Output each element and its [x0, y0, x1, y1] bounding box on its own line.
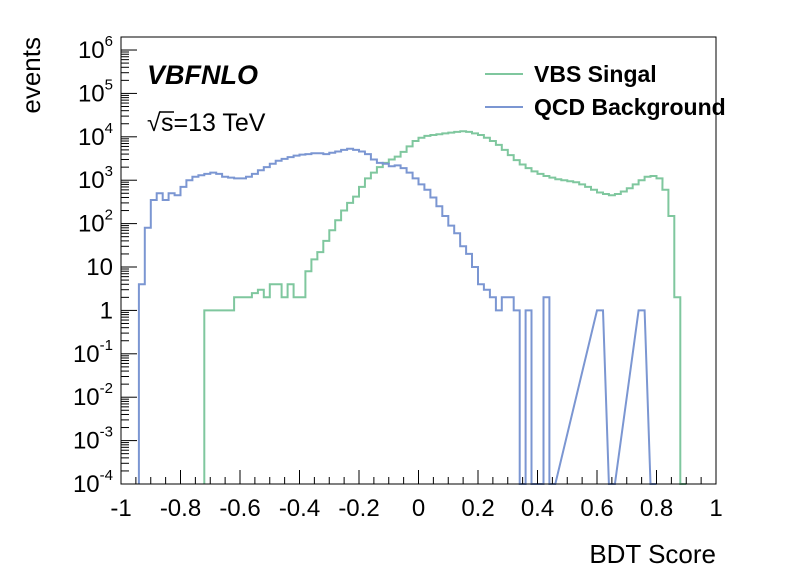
x-tick-label: -0.8 [160, 495, 201, 522]
legend-label-background: QCD Background [534, 94, 726, 120]
energy-text: s=13 TeV [161, 109, 266, 137]
series-layer [137, 130, 687, 485]
y-tick-label: 10 [86, 254, 113, 281]
x-tick-label: -1 [110, 495, 131, 522]
generator-label: VBFNLO [147, 60, 258, 90]
signal-histogram [203, 130, 687, 485]
y-axis-title: events [16, 37, 46, 114]
y-tick-label: 104 [78, 120, 113, 151]
legend-label-signal: VBS Singal [534, 61, 657, 87]
y-axis: 10-4 10-3 10-2 10-1 1 10 102 103 104 105 106 [73, 33, 137, 498]
x-tick-label: 0.4 [521, 495, 554, 522]
x-axis-title: BDT Score [589, 539, 716, 569]
legend: VBS Singal QCD Background [485, 61, 726, 120]
y-tick-label: 103 [78, 163, 113, 194]
y-tick-label: 1 [100, 297, 113, 324]
y-tick-label: 106 [78, 33, 113, 64]
x-tick-label: 0.8 [640, 495, 673, 522]
y-tick-label: 10-1 [73, 337, 113, 368]
sqrt-symbol: √ [147, 109, 161, 137]
x-tick-label: -0.4 [279, 495, 320, 522]
x-axis: -1 -0.8 -0.6 -0.4 -0.2 0 0.2 0.4 0.6 0.8 1 [110, 470, 723, 522]
energy-label: √ s=13 TeV [147, 109, 266, 137]
x-tick-label: 1 [709, 495, 722, 522]
y-tick-label: 10-3 [73, 424, 113, 455]
y-tick-label: 10-2 [73, 380, 113, 411]
x-tick-label: -0.2 [338, 495, 379, 522]
x-tick-label: -0.6 [219, 495, 260, 522]
y-tick-label: 102 [78, 207, 113, 238]
x-tick-label: 0 [412, 495, 425, 522]
y-tick-label: 105 [78, 76, 113, 107]
y-tick-label: 10-4 [73, 467, 113, 498]
x-tick-label: 0.6 [580, 495, 613, 522]
background-histogram [137, 147, 657, 485]
x-tick-label: 0.2 [461, 495, 494, 522]
